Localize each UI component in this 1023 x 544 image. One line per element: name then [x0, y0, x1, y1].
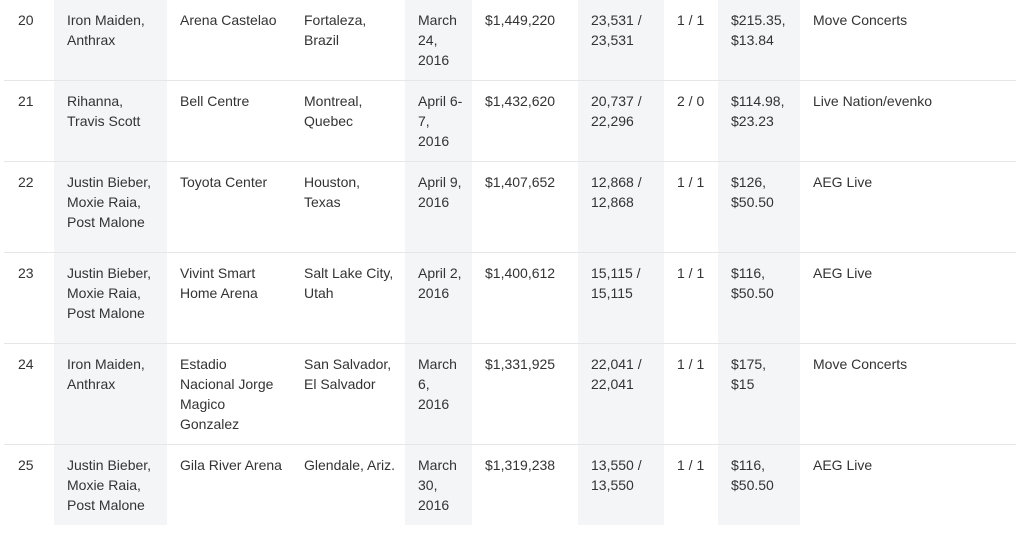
gross-cell: $1,400,612	[472, 252, 578, 344]
date-cell: April 2, 2016	[405, 252, 472, 344]
attendance-cell: 13,550 / 13,550	[578, 444, 664, 525]
promoter-cell: AEG Live	[800, 252, 1016, 344]
boxscore-table: 20 Iron Maiden, Anthrax Arena Castelao Fort…	[4, 0, 1016, 525]
venue-cell: Gila River Arena	[180, 457, 282, 473]
attendance-cell: 23,531 / 23,531	[578, 0, 664, 81]
artist-cell: Justin Bieber, Moxie Raia, Post Malone	[54, 161, 167, 253]
rank-cell: 22	[4, 161, 54, 253]
rank-cell: 20	[4, 0, 54, 81]
artist-cell: Rihanna, Travis Scott	[54, 80, 167, 162]
city-cell: Glendale, Ariz.	[304, 457, 396, 473]
table-row: 20 Iron Maiden, Anthrax Arena Castelao Fort…	[4, 0, 1016, 81]
gross-cell: $1,331,925	[472, 343, 578, 445]
gross-cell: $1,319,238	[485, 457, 556, 473]
gross-cell: $1,449,220	[472, 0, 578, 81]
rank-cell: 21	[4, 80, 54, 162]
prices-cell: $116, $50.50	[718, 444, 800, 525]
artist-cell: Justin Bieber, Moxie Raia, Post Malone	[54, 444, 167, 525]
date-cell: March 30, 2016	[405, 444, 472, 525]
shows-cell: 1 / 1	[664, 161, 718, 253]
promoter-cell: AEG Live	[800, 161, 1016, 253]
shows-cell: 1 / 1	[664, 0, 718, 81]
rank-cell: 25	[18, 457, 34, 473]
rank-cell: 24	[4, 343, 54, 445]
attendance-cell: 12,868 / 12,868	[578, 161, 664, 253]
venue-cell: Toyota Center	[167, 161, 291, 253]
artist-cell: Justin Bieber, Moxie Raia, Post Malone	[54, 252, 167, 344]
table-row: 24 Iron Maiden, Anthrax Estadio Nacional J…	[4, 343, 1016, 445]
prices-cell: $114.98, $23.23	[718, 80, 800, 162]
shows-cell: 1 / 1	[664, 252, 718, 344]
prices-cell: $116, $50.50	[718, 252, 800, 344]
table-row: 25 Justin Bieber, Moxie Raia, Post Malone…	[4, 444, 1016, 525]
table-row: 22 Justin Bieber, Moxie Raia, Post Malone…	[4, 161, 1016, 253]
date-cell: April 6-7, 2016	[405, 80, 472, 162]
attendance-cell: 15,115 / 15,115	[578, 252, 664, 344]
date-cell: March 6, 2016	[405, 343, 472, 445]
venue-cell: Bell Centre	[167, 80, 291, 162]
shows-cell: 2 / 0	[664, 80, 718, 162]
city-cell: Salt Lake City, Utah	[291, 252, 405, 344]
artist-cell: Iron Maiden, Anthrax	[54, 343, 167, 445]
attendance-cell: 22,041 / 22,041	[578, 343, 664, 445]
promoter-cell: Move Concerts	[800, 343, 1016, 445]
shows-cell: 1 / 1	[664, 343, 718, 445]
date-cell: March 24, 2016	[405, 0, 472, 81]
attendance-cell: 20,737 / 22,296	[578, 80, 664, 162]
promoter-cell: AEG Live	[813, 457, 873, 473]
artist-cell: Iron Maiden, Anthrax	[54, 0, 167, 81]
prices-cell: $126, $50.50	[718, 161, 800, 253]
date-cell: April 9, 2016	[405, 161, 472, 253]
table-row: 23 Justin Bieber, Moxie Raia, Post Malone…	[4, 252, 1016, 344]
venue-cell: Estadio Nacional Jorge Magico Gonzalez	[167, 343, 291, 445]
city-cell: Fortaleza, Brazil	[291, 0, 405, 81]
prices-cell: $215.35, $13.84	[718, 0, 800, 81]
venue-cell: Arena Castelao	[167, 0, 291, 81]
city-cell: San Salvador, El Salvador	[291, 343, 405, 445]
venue-cell: Vivint Smart Home Arena	[167, 252, 291, 344]
city-cell: Montreal, Quebec	[291, 80, 405, 162]
gross-cell: $1,432,620	[472, 80, 578, 162]
promoter-cell: Live Nation/evenko	[800, 80, 1016, 162]
shows-cell: 1 / 1	[677, 457, 705, 473]
city-cell: Houston, Texas	[291, 161, 405, 253]
promoter-cell: Move Concerts	[800, 0, 1016, 81]
gross-cell: $1,407,652	[472, 161, 578, 253]
rank-cell: 23	[4, 252, 54, 344]
table-row: 21 Rihanna, Travis Scott Bell Centre Montre…	[4, 80, 1016, 162]
prices-cell: $175, $15	[718, 343, 800, 445]
